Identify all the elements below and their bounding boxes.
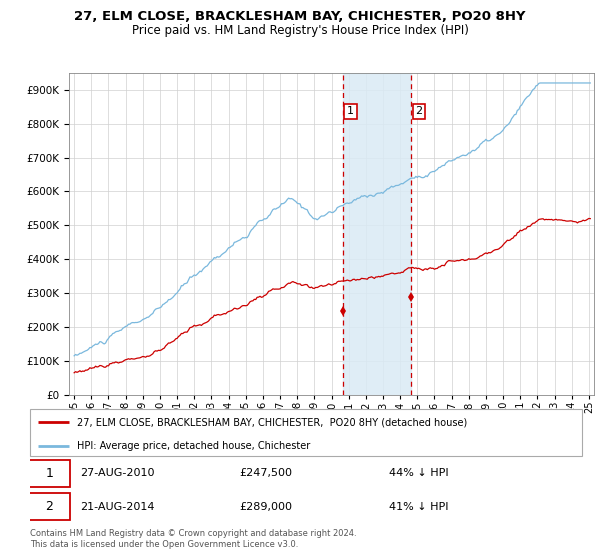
- FancyBboxPatch shape: [29, 460, 70, 487]
- Text: 27-AUG-2010: 27-AUG-2010: [80, 468, 154, 478]
- Text: £289,000: £289,000: [240, 502, 293, 512]
- Text: HPI: Average price, detached house, Chichester: HPI: Average price, detached house, Chic…: [77, 441, 310, 451]
- Bar: [343, 73, 411, 395]
- Text: 2: 2: [416, 106, 422, 116]
- Text: 27, ELM CLOSE, BRACKLESHAM BAY, CHICHESTER,  PO20 8HY (detached house): 27, ELM CLOSE, BRACKLESHAM BAY, CHICHEST…: [77, 417, 467, 427]
- Text: Contains HM Land Registry data © Crown copyright and database right 2024.
This d: Contains HM Land Registry data © Crown c…: [30, 529, 356, 549]
- Text: 41% ↓ HPI: 41% ↓ HPI: [389, 502, 448, 512]
- Text: £247,500: £247,500: [240, 468, 293, 478]
- Text: 27, ELM CLOSE, BRACKLESHAM BAY, CHICHESTER, PO20 8HY: 27, ELM CLOSE, BRACKLESHAM BAY, CHICHEST…: [74, 10, 526, 22]
- Text: 2: 2: [46, 500, 53, 514]
- Text: 21-AUG-2014: 21-AUG-2014: [80, 502, 154, 512]
- FancyBboxPatch shape: [30, 409, 582, 456]
- Text: 44% ↓ HPI: 44% ↓ HPI: [389, 468, 448, 478]
- Text: 1: 1: [46, 467, 53, 480]
- Text: Price paid vs. HM Land Registry's House Price Index (HPI): Price paid vs. HM Land Registry's House …: [131, 24, 469, 37]
- Text: 1: 1: [347, 106, 354, 116]
- FancyBboxPatch shape: [29, 493, 70, 520]
